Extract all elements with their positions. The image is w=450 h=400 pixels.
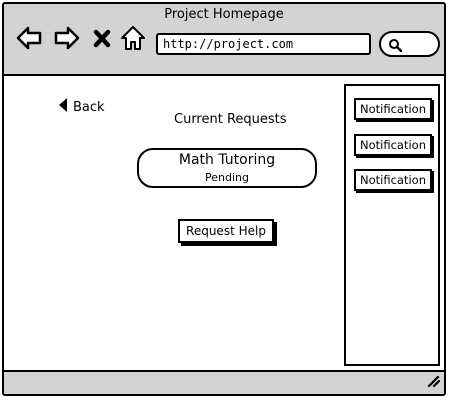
resize-grip-icon[interactable] [426,372,441,391]
browser-window: Project Homepage http://project.com Back [2,2,446,396]
page-heading: Current Requests [174,112,287,127]
search-icon [388,37,403,56]
home-icon[interactable] [120,25,146,51]
back-link[interactable]: Back [59,98,105,116]
status-bar [4,370,444,394]
back-arrow-icon[interactable] [16,25,42,51]
address-bar[interactable]: http://project.com [156,33,371,55]
notification-item[interactable]: Notification [354,134,432,156]
notification-item[interactable]: Notification [354,169,432,191]
notification-item[interactable]: Notification [354,98,432,120]
forward-arrow-icon[interactable] [54,25,80,51]
triangle-left-icon [59,98,67,116]
stop-close-icon[interactable] [92,25,112,51]
browser-toolbar: Project Homepage http://project.com [4,4,444,76]
page-content: Back Current Requests Math Tutoring Pend… [4,76,444,374]
search-field[interactable] [379,31,440,57]
back-label: Back [73,99,105,115]
request-title: Math Tutoring [178,152,276,168]
request-card[interactable]: Math Tutoring Pending [137,148,317,188]
window-title: Project Homepage [164,7,284,22]
request-help-button[interactable]: Request Help [178,219,274,243]
request-status: Pending [205,171,249,184]
notifications-panel: Notification Notification Notification [344,84,440,366]
